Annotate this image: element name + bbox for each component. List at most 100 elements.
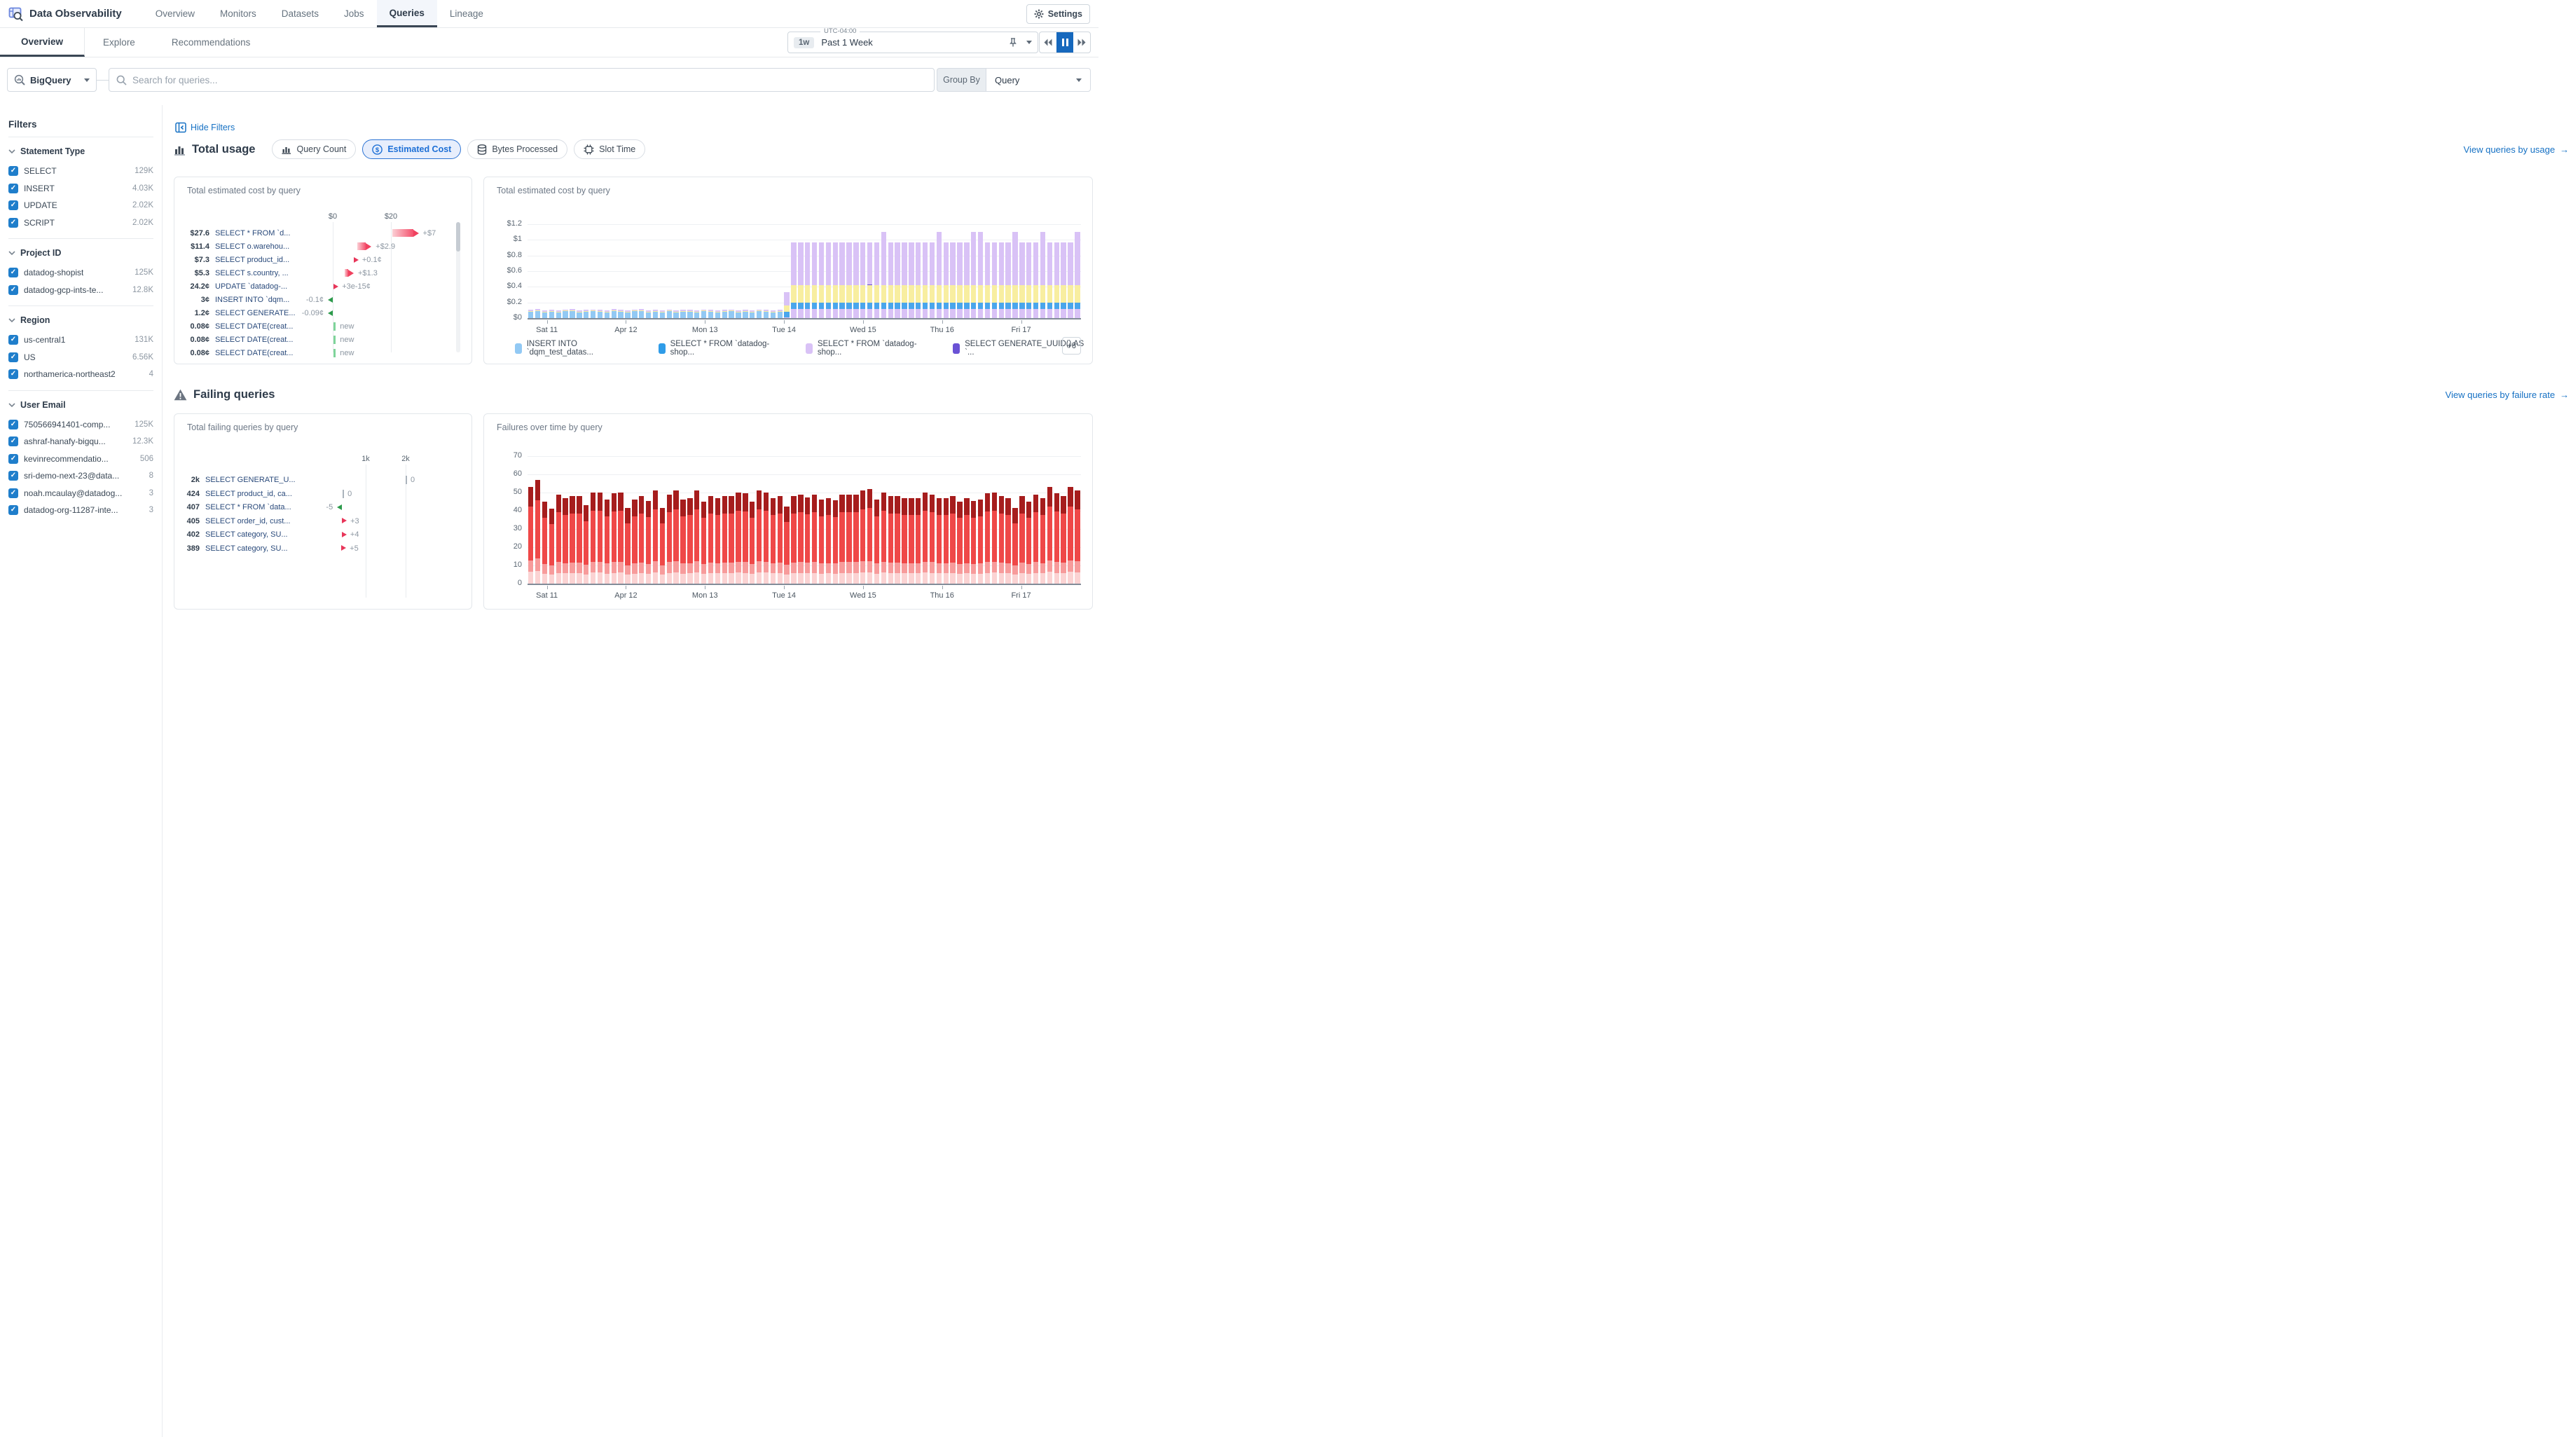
stacked-bar-segment[interactable]	[667, 573, 672, 584]
stacked-bar-segment[interactable]	[846, 309, 851, 318]
stacked-bar-segment[interactable]	[618, 310, 623, 311]
stacked-bar-segment[interactable]	[923, 309, 928, 318]
stacked-bar-segment[interactable]	[549, 310, 554, 311]
stacked-bar-segment[interactable]	[999, 514, 1004, 563]
query-link[interactable]: SELECT category, SU...	[205, 529, 288, 540]
stacked-bar-segment[interactable]	[1019, 303, 1024, 309]
stacked-bar-segment[interactable]	[992, 572, 997, 584]
stacked-bar-segment[interactable]	[729, 563, 733, 573]
stacked-bar-segment[interactable]	[888, 496, 893, 514]
stacked-bar-segment[interactable]	[964, 242, 969, 285]
stacked-bar-segment[interactable]	[881, 303, 886, 309]
stacked-bar-segment[interactable]	[853, 512, 858, 562]
filter-item[interactable]: ✓kevinrecommendatio...506	[8, 451, 153, 468]
stacked-bar-segment[interactable]	[535, 311, 540, 319]
filter-item[interactable]: ✓US6.56K	[8, 349, 153, 366]
filter-item[interactable]: ✓UPDATE2.02K	[8, 197, 153, 214]
stacked-bar-segment[interactable]	[957, 502, 962, 518]
query-link[interactable]: UPDATE `datadog-...	[215, 281, 287, 292]
stacked-bar-segment[interactable]	[736, 511, 741, 562]
stacked-bar-segment[interactable]	[653, 509, 658, 561]
stacked-bar-segment[interactable]	[729, 310, 733, 311]
checkbox-checked[interactable]: ✓	[8, 369, 18, 379]
stacked-bar-segment[interactable]	[812, 562, 817, 572]
stacked-bar-segment[interactable]	[612, 310, 617, 311]
stacked-bar-segment[interactable]	[916, 303, 921, 309]
stacked-bar-segment[interactable]	[805, 497, 810, 515]
stacked-bar-segment[interactable]	[625, 312, 630, 318]
stacked-bar-segment[interactable]	[881, 232, 886, 285]
nav-item-jobs[interactable]: Jobs	[331, 0, 377, 27]
stacked-bar-segment[interactable]	[605, 563, 609, 573]
scrollbar-thumb[interactable]	[456, 222, 460, 252]
stacked-bar-segment[interactable]	[778, 312, 783, 318]
stacked-bar-segment[interactable]	[895, 573, 900, 584]
stacked-bar-segment[interactable]	[902, 515, 907, 563]
legend-item[interactable]: SELECT * FROM `datadog-shop...	[806, 340, 937, 357]
stacked-bar-segment[interactable]	[937, 285, 942, 303]
stacked-bar-segment[interactable]	[570, 311, 574, 319]
stacked-bar-segment[interactable]	[812, 309, 817, 318]
stacked-bar-segment[interactable]	[860, 309, 865, 318]
stacked-bar-segment[interactable]	[701, 518, 706, 564]
stacked-bar-segment[interactable]	[1012, 309, 1017, 318]
stacked-bar-segment[interactable]	[680, 563, 685, 573]
stacked-bar-segment[interactable]	[798, 309, 803, 318]
stacked-bar-segment[interactable]	[944, 573, 949, 584]
stacked-bar-segment[interactable]	[736, 493, 741, 511]
filter-item[interactable]: ✓datadog-org-11287-inte...3	[8, 502, 153, 519]
stacked-bar-segment[interactable]	[985, 303, 990, 309]
stacked-bar-segment[interactable]	[701, 564, 706, 574]
stacked-bar-segment[interactable]	[944, 285, 949, 303]
stacked-bar-segment[interactable]	[944, 515, 949, 563]
stacked-bar-segment[interactable]	[577, 573, 581, 584]
stacked-bar-segment[interactable]	[805, 514, 810, 563]
stacked-bar-segment[interactable]	[646, 310, 651, 312]
stacked-bar-segment[interactable]	[570, 514, 574, 563]
stacked-bar-segment[interactable]	[542, 502, 547, 518]
stacked-bar-segment[interactable]	[605, 574, 609, 584]
stacked-bar-segment[interactable]	[853, 309, 858, 318]
stacked-bar-segment[interactable]	[833, 285, 838, 303]
stacked-bar-segment[interactable]	[1068, 309, 1073, 318]
stacked-bar-segment[interactable]	[978, 516, 983, 563]
stacked-bar-segment[interactable]	[1047, 507, 1052, 561]
stacked-bar-segment[interactable]	[950, 309, 955, 318]
stacked-bar-segment[interactable]	[605, 312, 609, 318]
stacked-bar-segment[interactable]	[764, 311, 769, 312]
stacked-bar-segment[interactable]	[1026, 285, 1031, 303]
stacked-bar-segment[interactable]	[881, 511, 886, 562]
stacked-bar-segment[interactable]	[757, 572, 762, 584]
stacked-bar-segment[interactable]	[909, 498, 914, 515]
stacked-bar-segment[interactable]	[833, 517, 838, 564]
stacked-bar-segment[interactable]	[888, 242, 893, 285]
stacked-bar-segment[interactable]	[584, 521, 588, 565]
stacked-bar-segment[interactable]	[985, 242, 990, 285]
metric-pill-slot-time[interactable]: Slot Time	[574, 139, 645, 159]
stacked-bar-segment[interactable]	[1005, 303, 1010, 309]
stacked-bar-segment[interactable]	[909, 573, 914, 584]
stacked-bar-segment[interactable]	[667, 311, 672, 318]
stacked-bar-segment[interactable]	[660, 508, 665, 523]
query-link[interactable]: SELECT product_id...	[215, 254, 289, 266]
filter-item[interactable]: ✓750566941401-comp...125K	[8, 416, 153, 434]
stacked-bar-segment[interactable]	[778, 311, 783, 312]
stacked-bar-segment[interactable]	[978, 563, 983, 573]
stacked-bar-segment[interactable]	[563, 515, 567, 563]
stacked-bar-segment[interactable]	[687, 498, 692, 515]
stacked-bar-segment[interactable]	[812, 303, 817, 309]
stacked-bar-segment[interactable]	[542, 574, 547, 584]
stacked-bar-segment[interactable]	[653, 561, 658, 572]
stacked-bar-segment[interactable]	[1012, 508, 1017, 523]
stacked-bar-segment[interactable]	[812, 495, 817, 512]
stacked-bar-segment[interactable]	[680, 500, 685, 516]
stacked-bar-segment[interactable]	[846, 285, 851, 303]
stacked-bar-segment[interactable]	[591, 310, 595, 311]
stacked-bar-segment[interactable]	[909, 242, 914, 285]
stacked-bar-segment[interactable]	[944, 242, 949, 285]
filter-item[interactable]: ✓us-central1131K	[8, 331, 153, 349]
stacked-bar-segment[interactable]	[992, 511, 997, 562]
stacked-bar-segment[interactable]	[1061, 309, 1066, 318]
stacked-bar-segment[interactable]	[930, 242, 935, 285]
stacked-bar-segment[interactable]	[667, 310, 672, 311]
